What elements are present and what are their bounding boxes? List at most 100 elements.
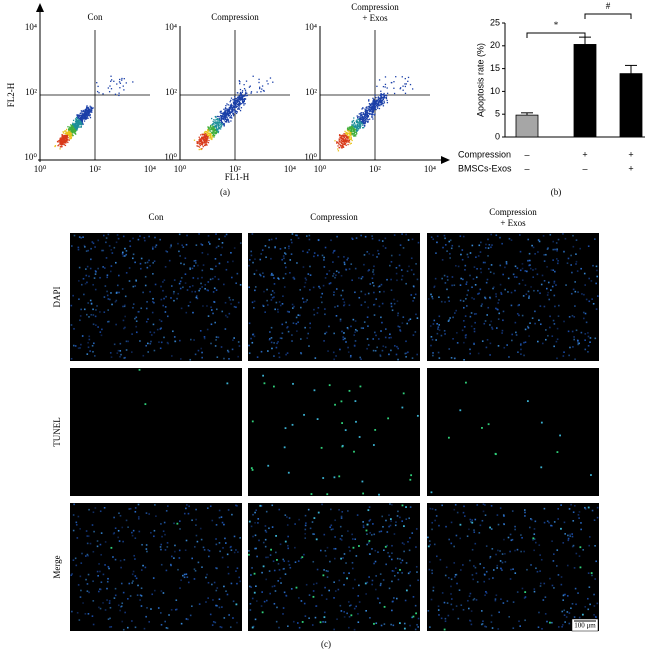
cell-dot [88, 592, 90, 594]
event-dot [253, 76, 254, 77]
cell-dot [148, 621, 150, 623]
event-dot [405, 86, 406, 87]
event-dot [350, 139, 351, 140]
cell-dot [535, 567, 537, 569]
cell-dot [435, 278, 437, 280]
cell-dot [439, 357, 441, 359]
cell-dot [390, 279, 392, 281]
y-tick-label: 10² [25, 87, 37, 97]
cell-dot [497, 628, 499, 630]
event-dot [98, 92, 99, 93]
cell-dot [343, 301, 345, 303]
event-dot [231, 98, 232, 99]
event-dot [350, 132, 351, 133]
event-dot [67, 142, 68, 143]
cell-dot [106, 599, 108, 601]
panel-label: (b) [551, 187, 562, 197]
cell-dot [476, 573, 478, 575]
event-dot [215, 126, 216, 127]
cell-dot [579, 248, 581, 250]
cell-dot [524, 509, 526, 511]
cell-dot [261, 351, 263, 353]
cell-dot [123, 357, 125, 359]
cell-dot [597, 517, 599, 519]
cell-dot [473, 531, 475, 533]
cell-dot [100, 554, 102, 556]
cell-dot [152, 312, 154, 314]
cell-dot [495, 296, 497, 298]
cell-dot [250, 603, 252, 605]
cell-dot [592, 510, 594, 512]
cell-dot [289, 517, 291, 519]
cell-dot [262, 375, 264, 377]
cell-dot [329, 526, 331, 528]
cell-dot [90, 248, 92, 250]
cell-dot [491, 621, 493, 623]
cell-dot [314, 389, 316, 391]
cell-dot [528, 265, 530, 267]
cell-dot [370, 519, 372, 521]
cell-dot [397, 315, 399, 317]
cell-dot [167, 546, 169, 548]
event-dot [110, 81, 111, 82]
micrograph [70, 503, 242, 631]
cell-dot [438, 296, 440, 298]
cell-dot [483, 567, 485, 569]
cell-dot [271, 239, 273, 241]
cell-dot [301, 556, 303, 558]
cell-dot [92, 600, 94, 602]
cell-dot [112, 252, 114, 254]
cell-dot [556, 565, 558, 567]
cell-dot [367, 509, 369, 511]
cell-dot [283, 258, 285, 260]
event-dot [62, 138, 63, 139]
event-dot [113, 81, 114, 82]
cell-dot [334, 404, 336, 406]
cell-dot [465, 265, 467, 267]
cell-dot [255, 548, 257, 550]
cell-dot [463, 236, 465, 238]
cell-dot [343, 305, 345, 307]
cell-dot [462, 564, 464, 566]
cell-dot [355, 606, 357, 608]
cell-dot [543, 254, 545, 256]
cell-dot [398, 579, 400, 581]
event-dot [368, 113, 369, 114]
event-dot [123, 85, 124, 86]
cell-dot [371, 534, 373, 536]
cell-dot [500, 292, 502, 294]
cell-dot [206, 305, 208, 307]
cell-dot [257, 522, 259, 524]
cell-dot [502, 562, 504, 564]
cell-dot [133, 571, 135, 573]
cell-dot [71, 305, 73, 307]
event-dot [244, 103, 245, 104]
cell-dot [211, 584, 213, 586]
cell-dot [499, 265, 501, 267]
cell-dot [194, 546, 196, 548]
cell-dot [476, 277, 478, 279]
cell-dot [152, 298, 154, 300]
event-dot [246, 93, 247, 94]
cell-dot [259, 259, 261, 261]
cell-dot [97, 540, 99, 542]
cell-dot [103, 235, 105, 237]
cell-dot [413, 274, 415, 276]
event-dot [205, 137, 206, 138]
cell-dot [401, 572, 403, 574]
cell-dot [179, 255, 181, 257]
cell-dot [417, 279, 419, 281]
cell-dot [180, 288, 182, 290]
cell-dot [472, 549, 474, 551]
cell-dot [274, 570, 276, 572]
cell-dot [379, 291, 381, 293]
cell-dot [262, 305, 264, 307]
cell-dot [384, 606, 386, 608]
event-dot [84, 111, 85, 112]
cell-dot [145, 276, 147, 278]
cell-dot [252, 334, 254, 336]
event-dot [200, 148, 201, 149]
cell-dot [547, 520, 549, 522]
cell-dot [528, 291, 530, 293]
